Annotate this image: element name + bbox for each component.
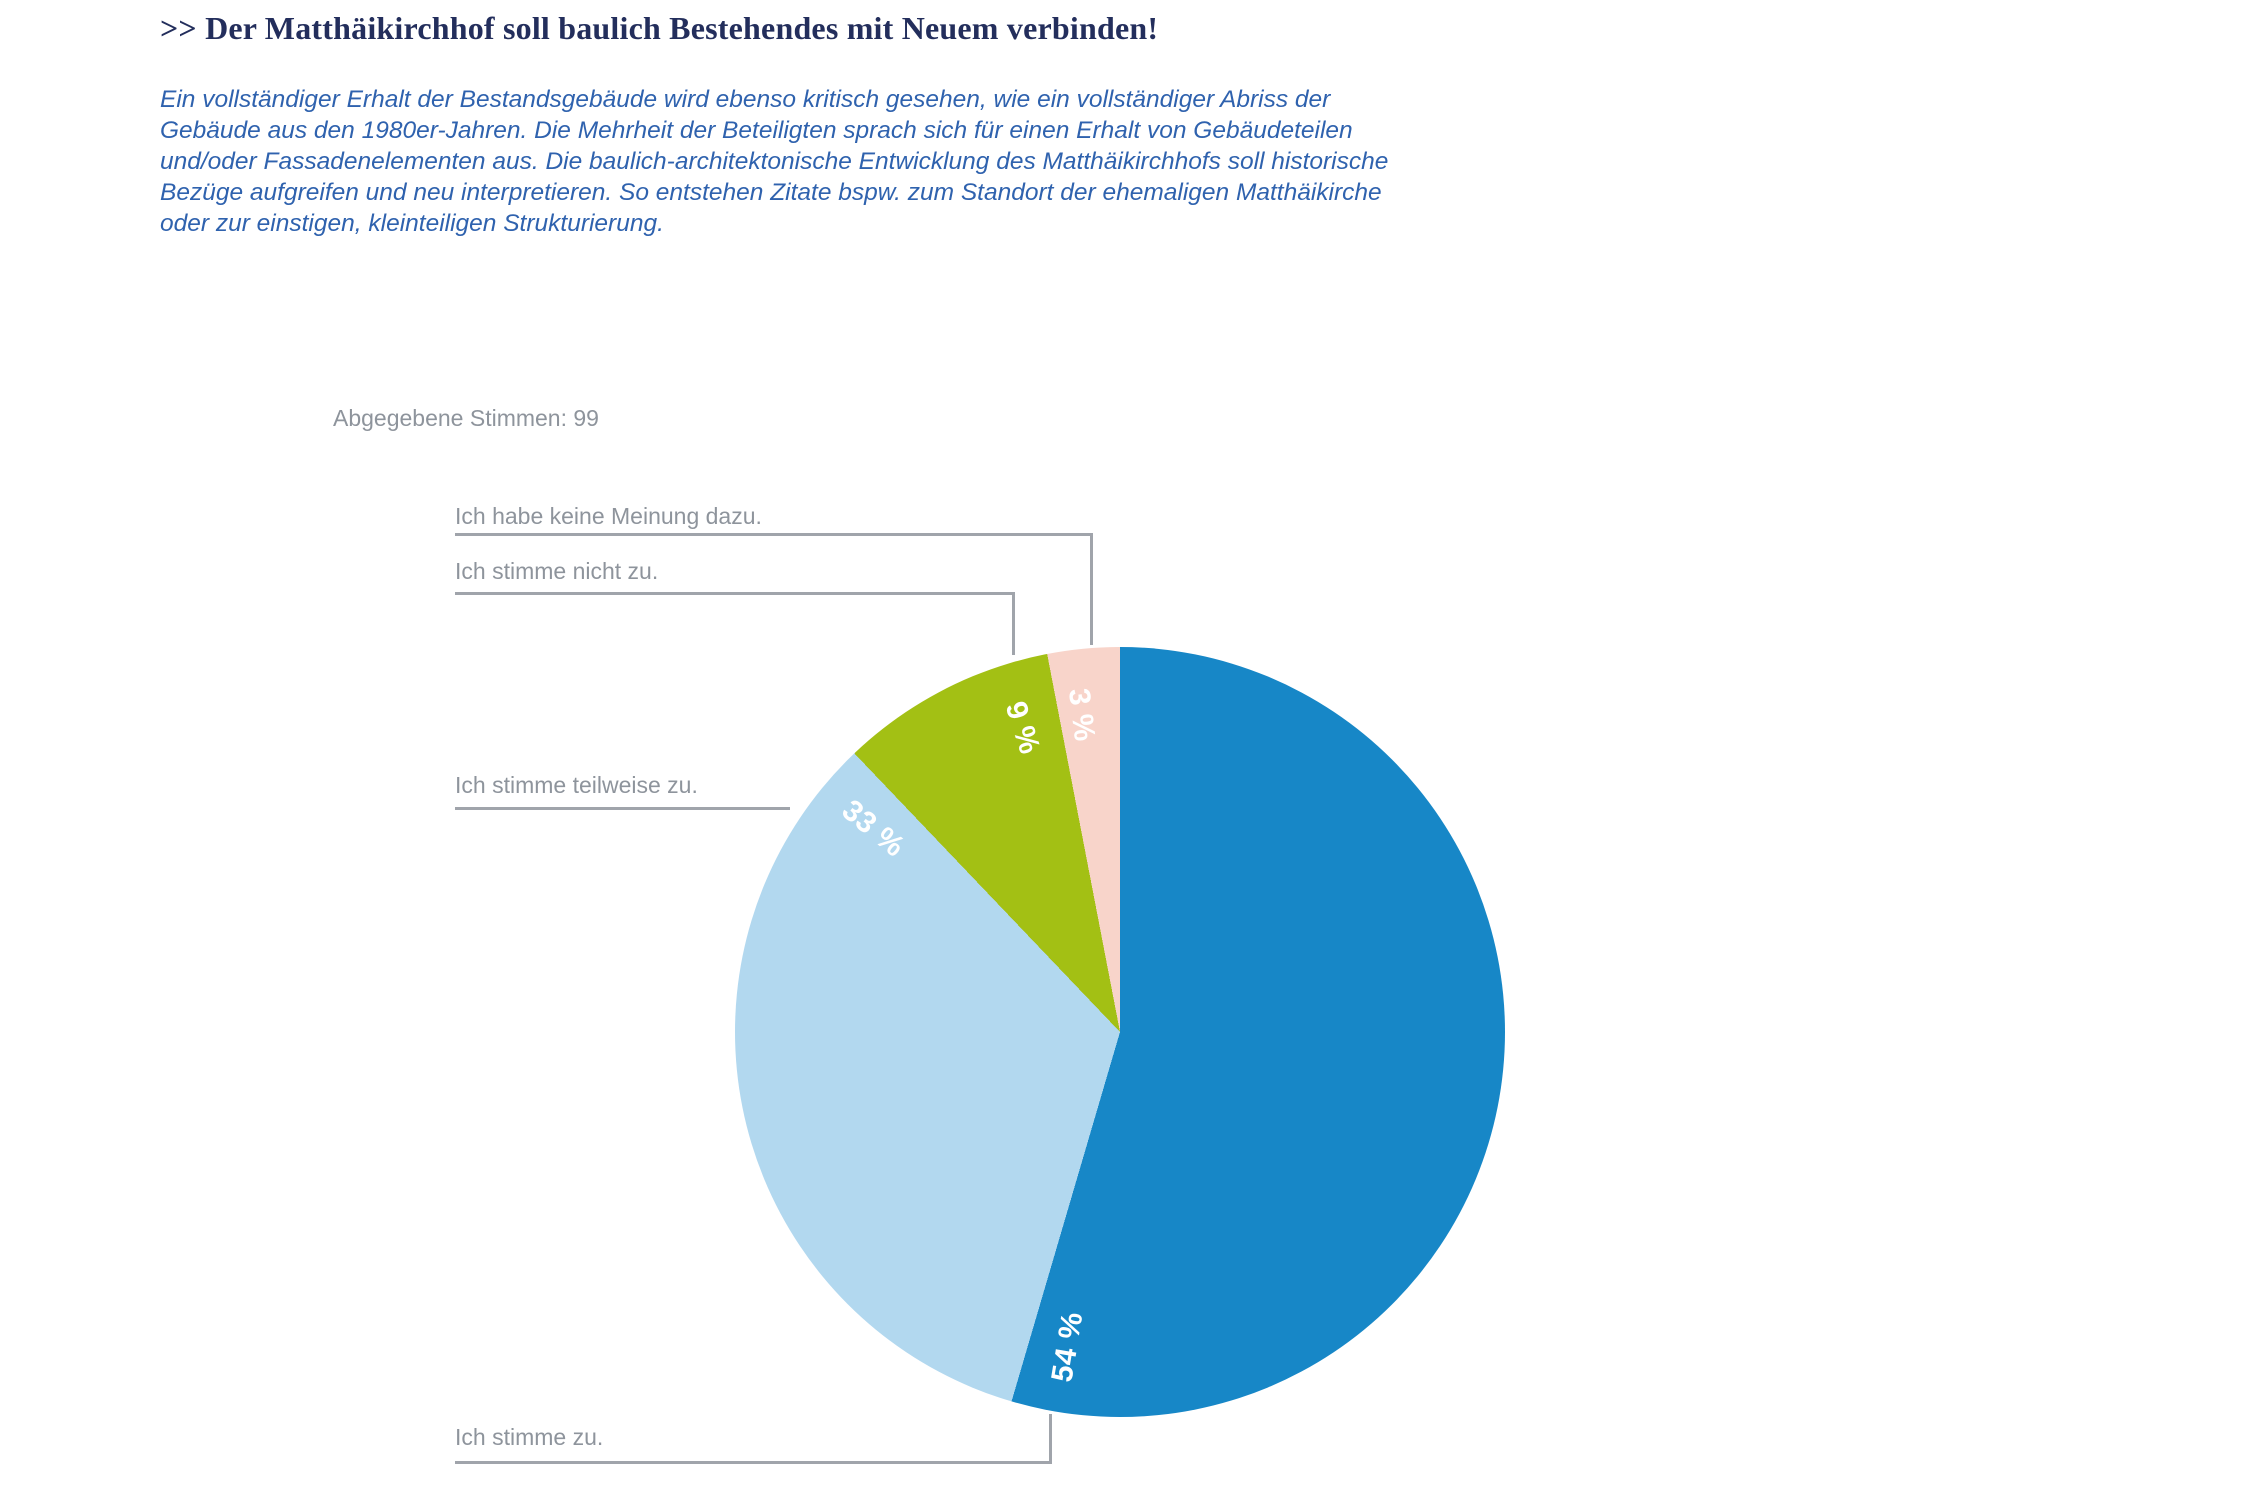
intro-paragraph: Ein vollständiger Erhalt der Bestandsgeb… — [160, 86, 1389, 237]
pie-callout-label-disagree: Ich stimme nicht zu. — [455, 558, 659, 584]
pie-value-label: 3 % — [1061, 686, 1102, 744]
callout-connector-line — [1012, 592, 1015, 655]
pie-graphic: 54 % 33 % 9 % 3 % — [735, 647, 1505, 1417]
callout-connector-line — [455, 1461, 1052, 1464]
callout-connector-line — [1090, 533, 1093, 645]
callout-connector-line — [455, 592, 1015, 595]
callout-connector-line — [455, 533, 1093, 536]
votes-count-label: Abgegebene Stimmen: 99 — [333, 405, 599, 431]
pie-value-label: 9 % — [998, 697, 1047, 759]
pie-value-label: 54 % — [1045, 1309, 1090, 1385]
pie-callout-label-agree: Ich stimme zu. — [455, 1424, 604, 1450]
pie-callout-label-partially-agree: Ich stimme teilweise zu. — [455, 772, 698, 798]
callout-connector-line — [1049, 1414, 1052, 1464]
pie-callout-label-no-opinion: Ich habe keine Meinung dazu. — [455, 503, 762, 529]
callout-connector-line — [455, 807, 790, 810]
pie-value-label: 33 % — [835, 793, 911, 865]
page-title: >> Der Matthäikirchhof soll baulich Best… — [160, 10, 1159, 46]
